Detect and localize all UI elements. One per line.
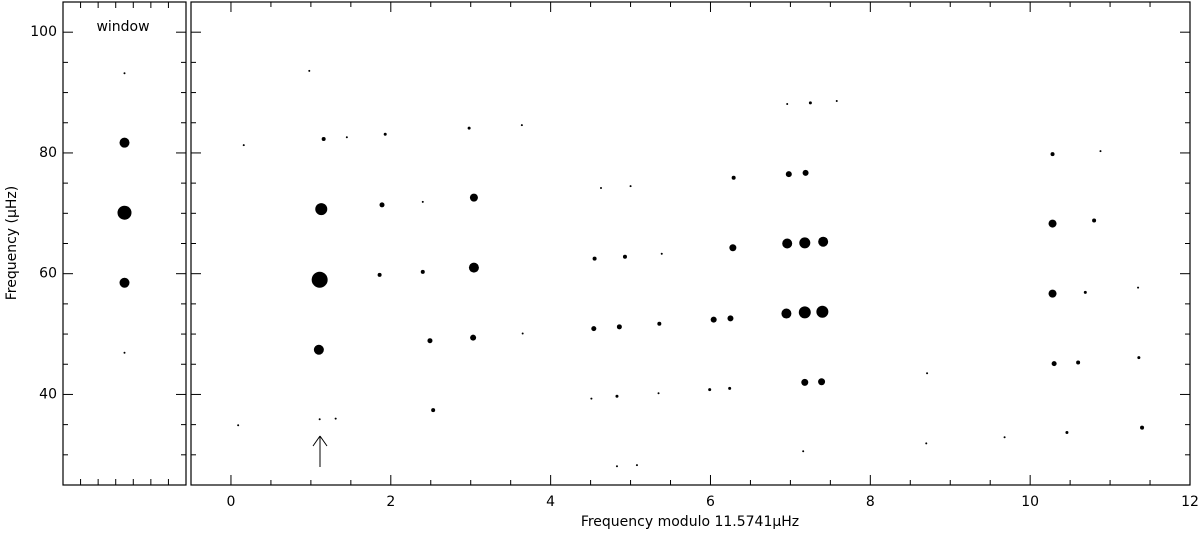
x-tick-label: 4	[546, 494, 555, 510]
arrow-head	[319, 435, 328, 447]
data-point	[729, 244, 737, 252]
data-point	[427, 338, 433, 344]
data-point	[622, 254, 627, 259]
data-point	[237, 424, 240, 427]
data-point	[1076, 360, 1081, 365]
data-point	[798, 306, 811, 319]
data-point	[313, 344, 324, 355]
data-point	[616, 324, 622, 330]
data-point	[615, 394, 619, 398]
x-tick-label: 12	[1181, 494, 1199, 510]
data-point	[925, 442, 928, 445]
data-point	[728, 386, 732, 390]
data-point	[592, 256, 597, 261]
data-point	[591, 326, 597, 332]
data-point	[321, 137, 326, 142]
data-point	[786, 103, 789, 106]
data-point	[802, 450, 805, 453]
data-point	[123, 351, 126, 354]
data-point	[334, 417, 337, 420]
data-point	[660, 252, 663, 255]
x-tick-label: 10	[1021, 494, 1039, 510]
data-point	[835, 100, 838, 103]
data-point	[520, 124, 523, 127]
data-point	[470, 334, 477, 341]
data-point	[1137, 356, 1141, 360]
data-point	[615, 465, 618, 468]
data-point	[420, 269, 425, 274]
x-axis-label: Frequency modulo 11.5741μHz	[581, 514, 799, 530]
window-frame	[62, 1, 187, 486]
data-point	[345, 136, 348, 139]
x-tick-label: 2	[386, 494, 395, 510]
data-point	[1137, 286, 1140, 289]
data-point	[785, 171, 792, 178]
data-point	[383, 132, 387, 136]
y-axis-label: Frequency (μHz)	[4, 186, 20, 300]
data-point	[1065, 430, 1069, 434]
data-point	[816, 305, 829, 318]
x-tick-label: 8	[866, 494, 875, 510]
data-point	[431, 408, 436, 413]
data-point	[710, 316, 717, 323]
x-tick-label: 6	[706, 494, 715, 510]
data-point	[379, 202, 385, 208]
y-tick-label: 60	[39, 266, 57, 282]
data-point	[1051, 361, 1057, 367]
data-point	[599, 186, 602, 189]
data-point	[468, 262, 479, 273]
data-point	[590, 397, 593, 400]
data-point	[1050, 152, 1055, 157]
main-frame	[190, 1, 1191, 486]
data-point	[818, 378, 826, 386]
data-point	[802, 169, 809, 176]
data-point	[308, 69, 311, 72]
data-point	[1048, 219, 1057, 228]
data-point	[242, 144, 245, 147]
data-point	[469, 193, 478, 202]
data-point	[1099, 150, 1102, 153]
data-point	[782, 238, 793, 249]
data-point	[629, 185, 632, 188]
data-point	[727, 315, 734, 322]
data-point	[1092, 218, 1097, 223]
data-point	[708, 388, 712, 392]
arrow	[312, 435, 328, 467]
data-point	[1048, 289, 1057, 298]
data-point	[311, 271, 328, 288]
y-tick-label: 40	[39, 386, 57, 402]
data-point	[818, 236, 829, 247]
data-point	[731, 175, 736, 180]
data-point	[123, 72, 126, 75]
data-point	[781, 308, 792, 319]
data-point	[1083, 290, 1087, 294]
data-point	[1003, 436, 1006, 439]
panel-title: window	[96, 19, 149, 35]
y-tick-label: 80	[39, 145, 57, 161]
data-point	[467, 126, 471, 130]
data-point	[318, 418, 321, 421]
data-point	[521, 332, 524, 335]
data-point	[801, 378, 809, 386]
data-point	[799, 237, 811, 249]
data-point	[657, 392, 660, 395]
data-point	[117, 205, 132, 220]
data-point	[315, 203, 328, 216]
y-tick-label: 100	[30, 24, 57, 40]
data-point	[635, 464, 638, 467]
x-tick-label: 0	[226, 494, 235, 510]
data-point	[377, 272, 382, 277]
data-point	[119, 277, 130, 288]
data-point	[1140, 425, 1145, 430]
arrow-head	[312, 435, 321, 447]
data-point	[926, 372, 929, 375]
data-point	[119, 137, 130, 148]
data-point	[657, 321, 662, 326]
data-point	[421, 200, 424, 203]
data-point	[808, 101, 812, 105]
